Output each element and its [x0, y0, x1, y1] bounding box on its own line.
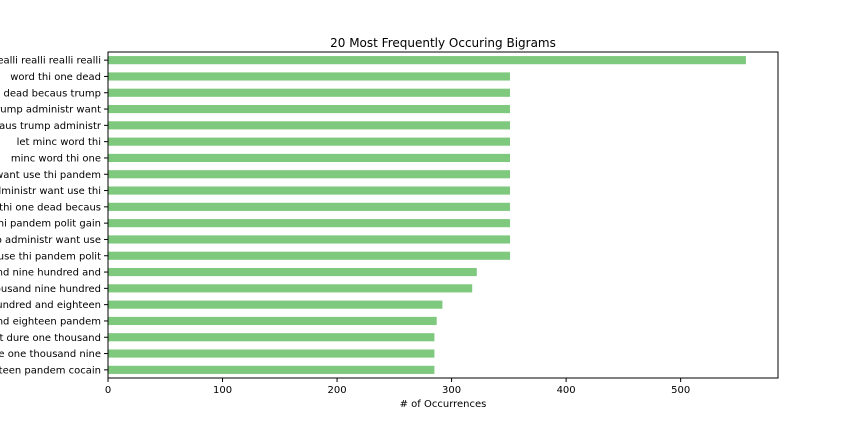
x-tick-label: 500	[671, 385, 690, 396]
y-tick-label: trump administr want use	[0, 235, 101, 246]
bar	[108, 219, 510, 228]
x-tick-label: 300	[442, 385, 461, 396]
y-tick-label: word thi one dead becaus	[0, 202, 101, 213]
bar	[108, 186, 510, 195]
y-tick-label: dure one thousand nine	[0, 349, 101, 360]
y-tick-label: hundred and eighteen pandem	[0, 316, 101, 327]
y-tick-label: one dead becaus trump	[0, 88, 101, 99]
bar	[108, 88, 510, 97]
y-tick-label: one thousand nine hundred	[0, 284, 101, 295]
y-tick-label: word thi one dead	[10, 72, 101, 83]
chart-title: 20 Most Frequently Occuring Bigrams	[330, 36, 556, 50]
y-tick-label: thousand nine hundred and	[0, 268, 101, 279]
bar	[108, 333, 435, 342]
bar	[108, 300, 443, 309]
bar	[108, 202, 510, 211]
plot-frame	[107, 51, 779, 379]
bar	[108, 284, 473, 293]
bar	[108, 349, 435, 358]
y-tick-label: realli realli realli realli	[0, 56, 101, 67]
x-tick-label: 100	[213, 385, 232, 396]
x-tick-label: 400	[557, 385, 576, 396]
bar-series	[108, 56, 746, 374]
y-axis-ticks: realli realli realli realli word thi one …	[0, 56, 108, 376]
bar	[108, 316, 437, 326]
y-tick-label: minc word thi one	[11, 153, 101, 164]
bar	[108, 104, 510, 114]
bar	[108, 170, 510, 179]
y-tick-label: administr want use thi pandem	[0, 170, 101, 181]
bar	[108, 251, 510, 260]
y-tick-label: want use thi pandem polit	[0, 251, 101, 262]
bar	[108, 121, 510, 130]
y-tick-label: use it dure one thousand	[0, 333, 101, 344]
y-tick-label: use thi pandem polit gain	[0, 219, 101, 230]
bar	[108, 235, 510, 244]
bar	[108, 267, 477, 277]
y-tick-label: eighteen pandem cocain	[0, 365, 101, 376]
bar	[108, 56, 746, 65]
x-axis-label: # of Occurrences	[400, 399, 487, 410]
x-tick-label: 0	[105, 385, 111, 396]
bar	[108, 365, 435, 374]
y-tick-label: dead becaus trump administr	[0, 121, 102, 132]
bar	[108, 72, 510, 81]
y-tick-label: becaus trump administr want	[0, 105, 101, 116]
y-tick-label: trump administr want use thi	[0, 186, 101, 197]
y-tick-label: nine hundred and eighteen	[0, 300, 101, 311]
x-axis-ticks: 0 100 200 300 400 500	[105, 378, 690, 396]
bar	[108, 137, 510, 146]
y-tick-label: let minc word thi	[17, 137, 101, 148]
x-tick-label: 200	[328, 385, 347, 396]
bar	[108, 153, 510, 163]
